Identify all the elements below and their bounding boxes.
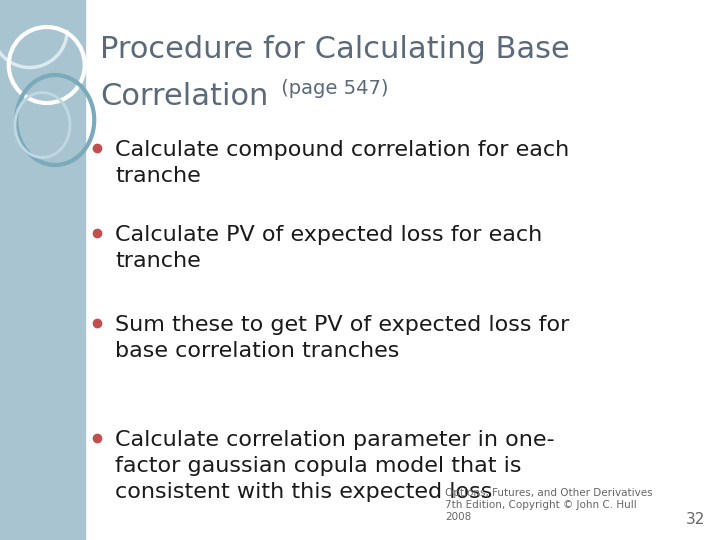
Text: consistent with this expected loss: consistent with this expected loss xyxy=(115,482,492,502)
Text: Sum these to get PV of expected loss for: Sum these to get PV of expected loss for xyxy=(115,315,570,335)
Text: 7th Edition, Copyright © John C. Hull: 7th Edition, Copyright © John C. Hull xyxy=(445,500,636,510)
Text: tranche: tranche xyxy=(115,166,201,186)
Text: base correlation tranches: base correlation tranches xyxy=(115,341,400,361)
Text: Calculate compound correlation for each: Calculate compound correlation for each xyxy=(115,140,570,160)
Text: factor gaussian copula model that is: factor gaussian copula model that is xyxy=(115,456,521,476)
Text: 32: 32 xyxy=(685,512,705,527)
Text: Correlation: Correlation xyxy=(100,82,269,111)
Text: Procedure for Calculating Base: Procedure for Calculating Base xyxy=(100,35,570,64)
Text: (page 547): (page 547) xyxy=(275,79,389,98)
Text: Calculate PV of expected loss for each: Calculate PV of expected loss for each xyxy=(115,225,542,245)
Text: Calculate correlation parameter in one-: Calculate correlation parameter in one- xyxy=(115,430,554,450)
Text: Options, Futures, and Other Derivatives: Options, Futures, and Other Derivatives xyxy=(445,488,652,498)
Text: 2008: 2008 xyxy=(445,512,472,522)
Bar xyxy=(0,0,85,540)
Text: tranche: tranche xyxy=(115,251,201,271)
